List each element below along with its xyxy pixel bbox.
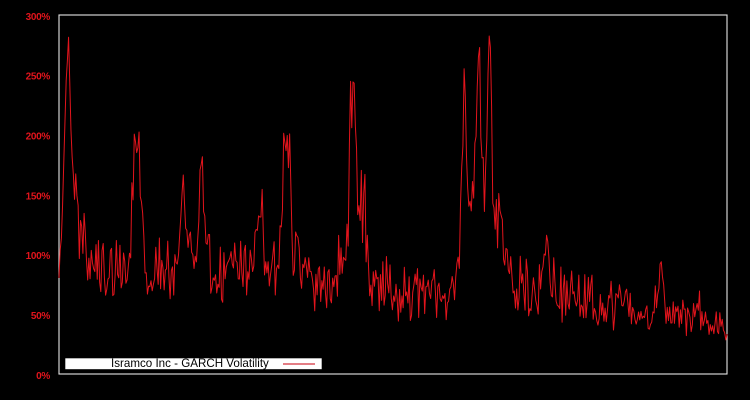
svg-text:0%: 0% [36,371,50,382]
svg-text:200%: 200% [26,132,51,143]
svg-text:300%: 300% [26,12,51,23]
svg-text:100%: 100% [26,251,51,262]
svg-text:150%: 150% [26,191,51,202]
svg-text:250%: 250% [26,72,51,83]
svg-text:Isramco Inc - GARCH Volatility: Isramco Inc - GARCH Volatility [111,357,269,370]
svg-text:50%: 50% [31,311,51,322]
